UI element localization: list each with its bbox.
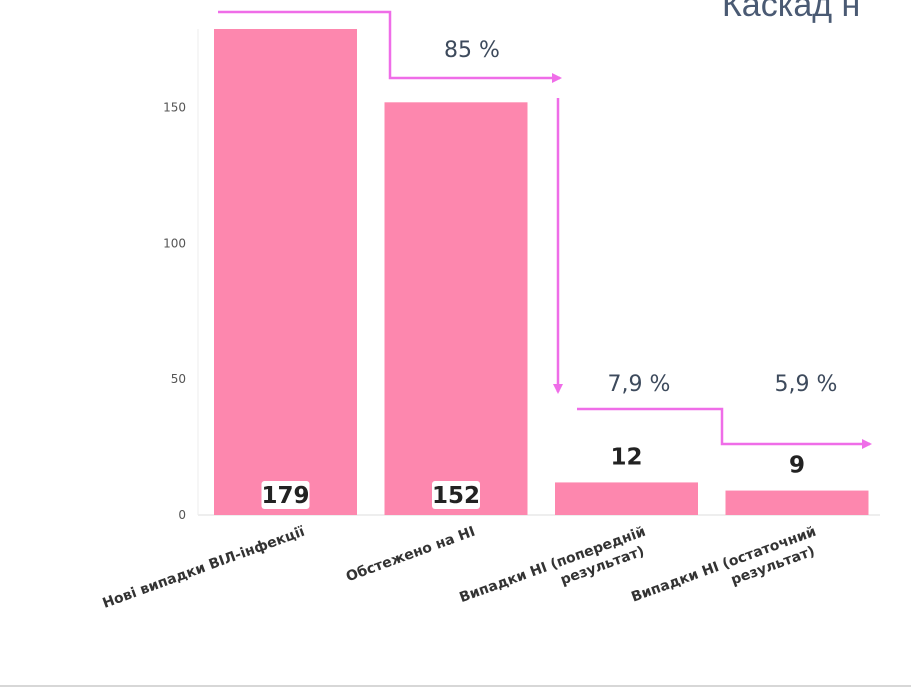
- bottom-divider: [0, 685, 911, 687]
- percent-annotation-3: 5,9 %: [775, 372, 838, 397]
- category-label: Обстежено на НІ: [344, 524, 477, 586]
- value-label: 152: [432, 483, 480, 509]
- bar: [725, 490, 869, 515]
- y-tick-label: 0: [178, 508, 186, 522]
- arrow-3-to-4: [577, 407, 872, 449]
- bars: [214, 29, 869, 516]
- arrow-1-to-2: [218, 10, 562, 83]
- y-tick-label: 50: [171, 372, 186, 386]
- svg-text:Обстежено на НІ: Обстежено на НІ: [344, 524, 477, 586]
- y-tick-label: 150: [163, 101, 186, 115]
- percent-annotation-1: 85 %: [444, 38, 500, 63]
- value-label: 12: [610, 444, 642, 470]
- percent-annotations: 85 % 7,9 % 5,9 %: [444, 38, 837, 397]
- value-label-bg: [432, 481, 480, 509]
- bar: [214, 29, 357, 515]
- value-label: 9: [789, 453, 805, 479]
- cascade-arrows: [218, 10, 872, 449]
- bar: [384, 102, 528, 516]
- bar: [555, 482, 698, 515]
- value-label-bg: [261, 481, 310, 509]
- svg-text:Нові випадки ВІЛ-інфекції: Нові випадки ВІЛ-інфекції: [100, 524, 307, 612]
- y-tick-label: 100: [163, 236, 186, 250]
- chart-title: Каскад н: [722, 0, 861, 24]
- value-label: 179: [261, 483, 309, 509]
- percent-annotation-2: 7,9 %: [608, 372, 671, 397]
- x-axis-labels: Нові випадки ВІЛ-інфекції Обстежено на НІ…: [100, 524, 818, 612]
- value-labels: 179 152 12 9: [261, 444, 805, 509]
- category-label: Нові випадки ВІЛ-інфекції: [100, 524, 307, 612]
